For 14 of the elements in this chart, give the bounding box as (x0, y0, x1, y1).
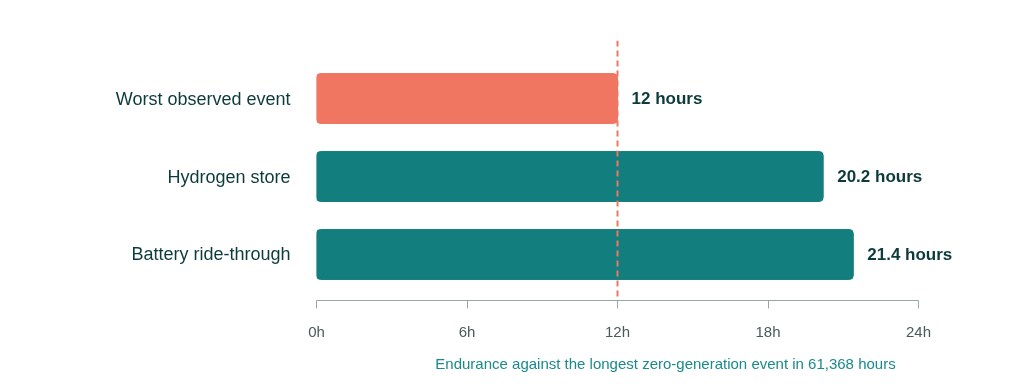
x-tick-label: 12h (604, 322, 631, 340)
data-label: 20.2 hours (837, 167, 923, 186)
bar (316, 151, 824, 202)
y-tick-label: Worst observed event (115, 88, 291, 109)
x-tick-label: 24h (905, 322, 932, 340)
x-axis-title: Endurance against the longest zero-generation event in 61,368 hours (435, 354, 896, 372)
x-tick-label: 6h (458, 322, 476, 340)
y-tick-label: Battery ride-through (131, 244, 291, 265)
bar (316, 229, 854, 280)
y-tick-label: Hydrogen store (167, 166, 291, 187)
x-tick-label: 0h (308, 322, 325, 340)
x-tick-label: 18h (755, 322, 781, 340)
data-label: 12 hours (631, 89, 703, 109)
data-label: 21.4 hours (867, 244, 953, 264)
